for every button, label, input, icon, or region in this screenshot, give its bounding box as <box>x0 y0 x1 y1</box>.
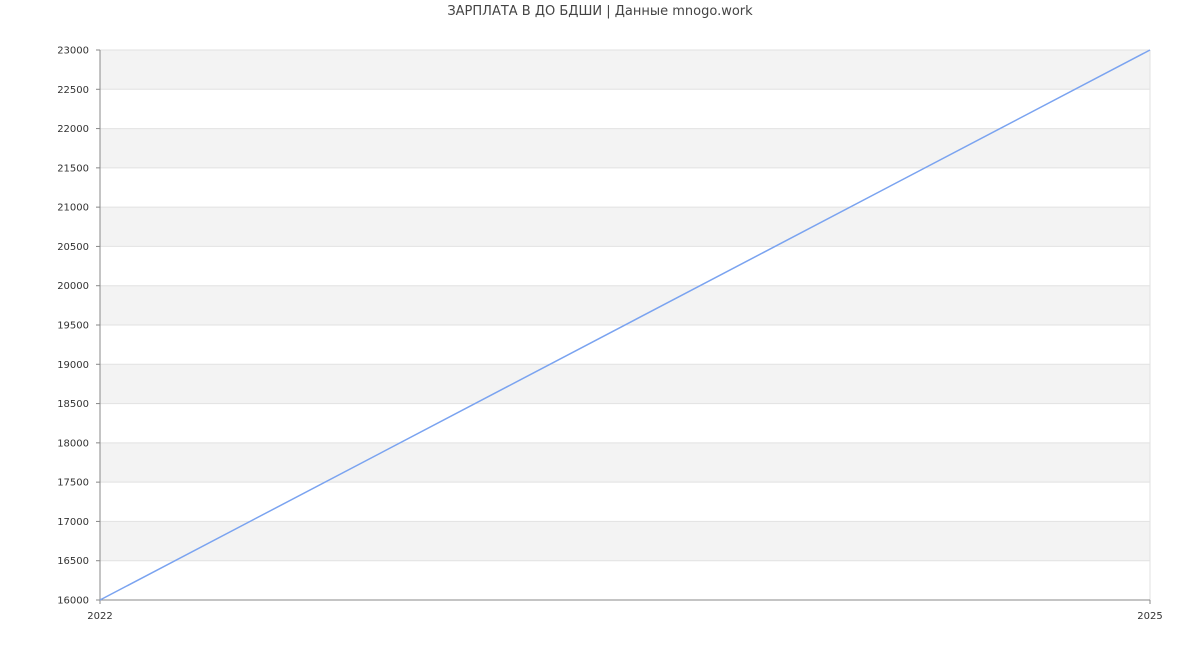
y-tick-label: 19000 <box>57 360 89 371</box>
grid-band <box>100 50 1150 90</box>
series-line <box>99 49 1151 601</box>
grid-band <box>100 285 1150 325</box>
y-tick-label: 19500 <box>57 321 89 332</box>
x-tick-label: 2022 <box>87 611 112 622</box>
y-tick-label: 20500 <box>57 242 89 253</box>
y-tick-label: 16500 <box>57 556 89 567</box>
y-tick-label: 17000 <box>57 517 89 528</box>
grid-band <box>100 207 1150 247</box>
y-tick-label: 21000 <box>57 203 89 214</box>
grid-band <box>100 442 1150 483</box>
grid-band <box>100 364 1150 404</box>
grid-band <box>100 521 1150 561</box>
y-tick-label: 21500 <box>57 163 89 174</box>
y-tick-label: 22500 <box>57 85 89 96</box>
y-tick-label: 22000 <box>57 124 89 135</box>
chart-title: ЗАРПЛАТА В ДО БДШИ | Данные mnogo.work <box>447 4 753 19</box>
x-tick-label: 2025 <box>1137 611 1162 622</box>
y-tick-label: 18500 <box>57 399 89 410</box>
y-tick-label: 18000 <box>57 438 89 449</box>
y-tick-label: 16000 <box>57 596 89 607</box>
y-tick-label: 20000 <box>57 281 89 292</box>
grid-band <box>100 128 1150 168</box>
y-tick-label: 17500 <box>57 478 89 489</box>
y-tick-label: 23000 <box>57 46 89 57</box>
